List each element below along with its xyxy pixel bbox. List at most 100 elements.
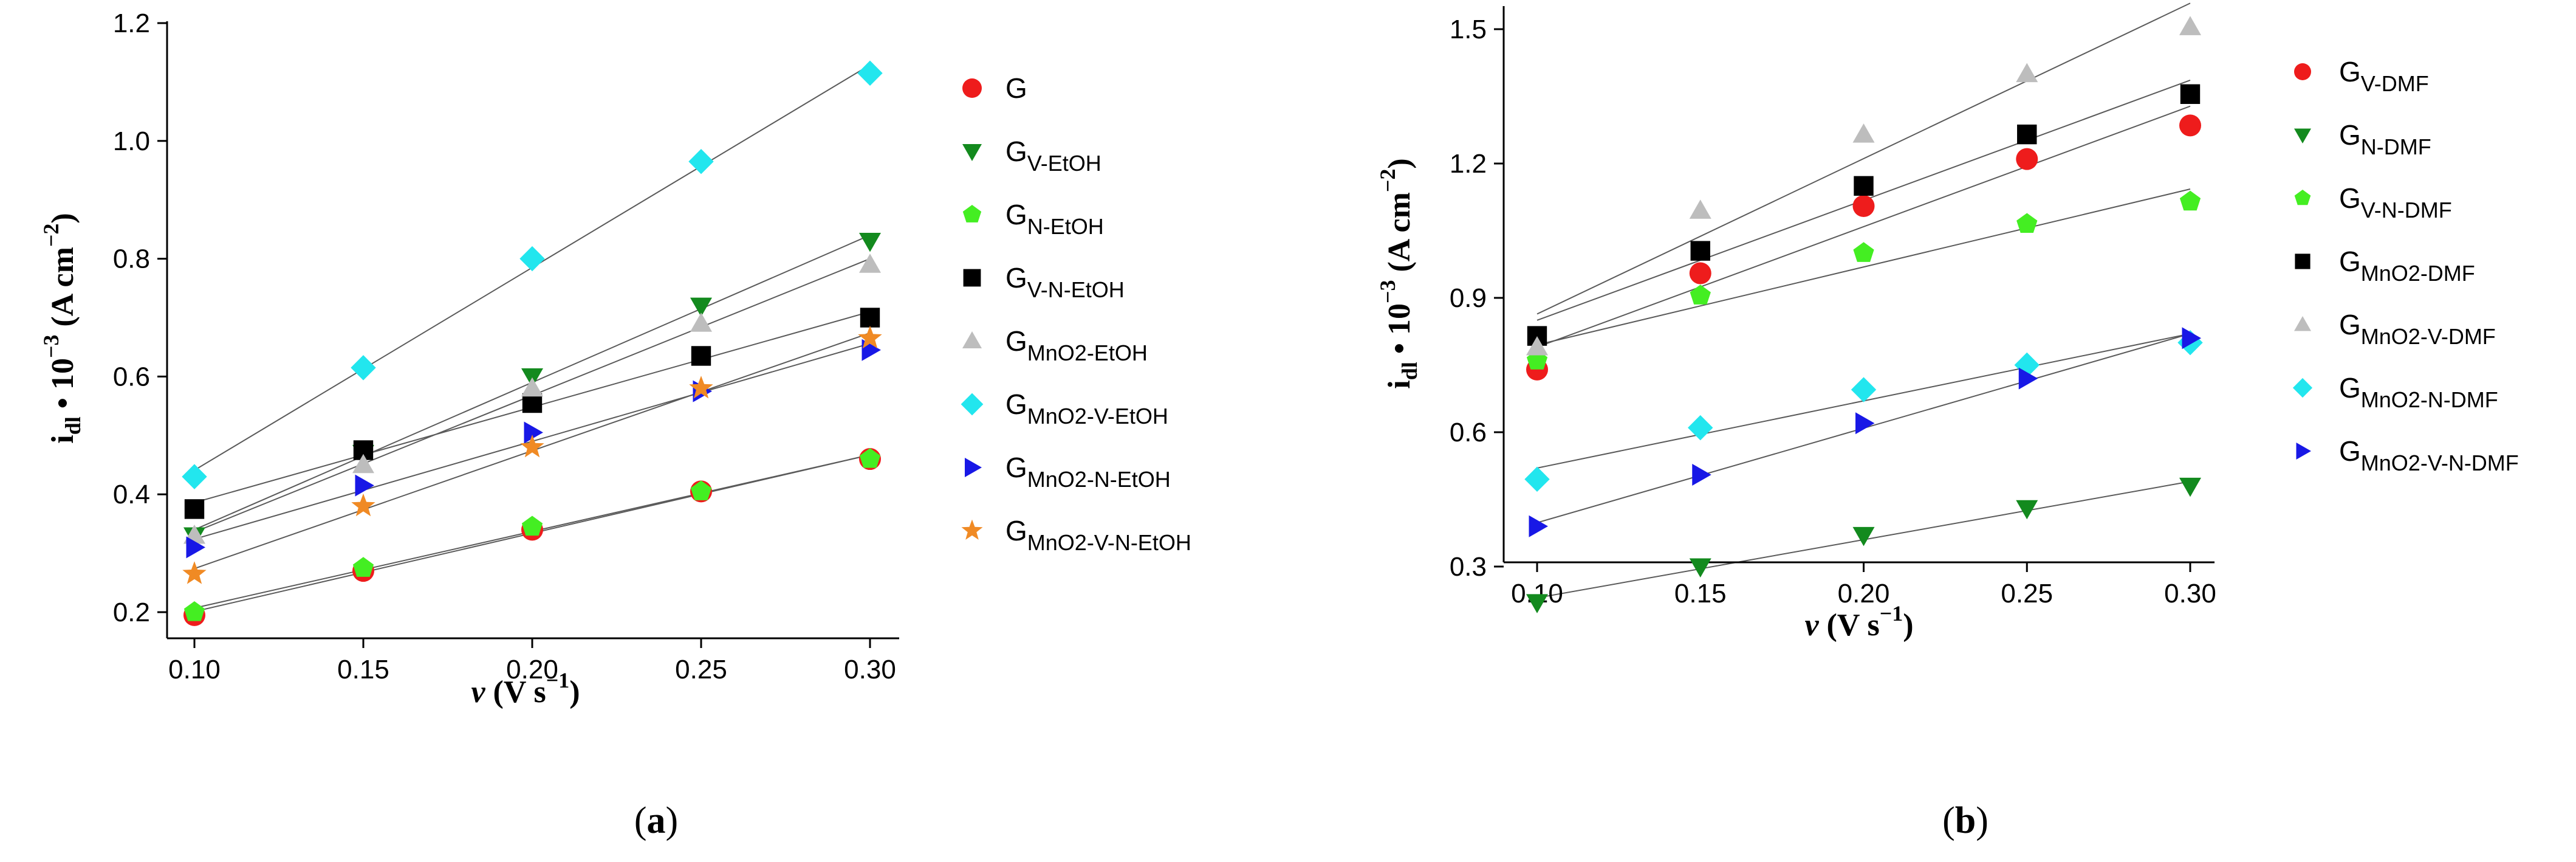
panel-b-point [1690, 241, 1710, 261]
panel-a-x-tick-label: 0.20 [506, 655, 558, 684]
panel-a-legend-marker [961, 519, 983, 540]
panel-a-point [688, 149, 714, 174]
panel-b-point [2182, 327, 2201, 350]
panel-a-legend-label: GMnO2-N-EtOH [1005, 452, 1171, 492]
panel-b-point [1688, 415, 1713, 441]
panel-a-point [859, 448, 881, 468]
panel-a-legend-label: G [1005, 72, 1027, 104]
panel-b-point [2016, 148, 2038, 170]
panel-b-point [2017, 124, 2037, 145]
panel-b-legend-marker [2295, 253, 2311, 269]
panel-a-point [355, 474, 374, 497]
panel-b-x-tick-label: 0.30 [2164, 579, 2216, 609]
panel-a-legend-marker [962, 144, 982, 161]
panel-b-point [2016, 213, 2038, 233]
panel-a-y-tick-label: 0.2 [113, 598, 150, 627]
panel-a-legend-label: GN-EtOH [1005, 199, 1104, 239]
panel-b-point [1524, 466, 1550, 492]
panel-b-point [2014, 352, 2040, 378]
panel-a-point [352, 557, 374, 577]
panel-a-y-tick-label: 0.8 [113, 244, 150, 274]
panel-a-point [860, 308, 880, 328]
panel-b-legend-label: GMnO2-DMF [2339, 246, 2475, 286]
panel-b-legend-marker [2294, 63, 2311, 80]
panel-b-legend-label: GV-DMF [2339, 56, 2429, 96]
panel-b-point [1690, 284, 1711, 305]
panel-a-point [690, 480, 712, 500]
panel-a-point [351, 355, 376, 381]
panel-b-ticks: 0.10 0.15 0.20 0.25 0.300.30.60.91.21.5 [1450, 15, 2216, 609]
panel-b-point [1526, 594, 1548, 613]
panel-b-legend-label: GMnO2-V-DMF [2339, 309, 2496, 349]
panel-a-y-tick-label: 1.2 [113, 9, 150, 38]
panel-a-point [184, 499, 205, 519]
panel-a-point [859, 253, 881, 273]
panel-a-legend-label: GMnO2-V-N-EtOH [1005, 515, 1191, 555]
panel-b-point [1852, 123, 1875, 143]
panel-a-label: (a) [634, 800, 678, 841]
panel-b-x-tick-label: 0.15 [1674, 579, 1727, 609]
panel-a-legend-label: GMnO2-V-EtOH [1005, 388, 1168, 429]
panel-b-y-axis-title: idl • 10−3 (A cm−2) [1375, 158, 1422, 388]
panel-b-point [1526, 336, 1548, 356]
panel-a-legend-marker [965, 458, 982, 477]
panel-b-fit-line-MnO2-V-DMF [1536, 2, 2191, 315]
panel-b-y-tick-label: 0.6 [1450, 418, 1487, 447]
panel-b-y-tick-label: 0.9 [1450, 283, 1487, 313]
panel-b-fit-line-V-N-DMF [1536, 188, 2191, 346]
panel-b-point [2180, 84, 2201, 105]
panel-a-x-tick-label: 0.10 [168, 655, 221, 684]
panel-a-point [519, 246, 545, 272]
panel-a-point [520, 435, 544, 458]
panel-b-x-axis-title: v (V s−1) [1804, 601, 1913, 643]
panel-b-point [1853, 242, 1874, 262]
panel-b-point [2016, 500, 2038, 520]
panel-a-point [859, 233, 881, 252]
panel-a-point [521, 515, 543, 536]
panel-a-x-tick-label: 0.15 [337, 655, 389, 684]
panel-b-y-tick-label: 1.5 [1450, 15, 1487, 44]
panel-b-legend-marker [2294, 316, 2311, 331]
panel-b-legend-label: GV-N-DMF [2339, 182, 2452, 222]
panel-b-legend-label: GMnO2-N-DMF [2339, 372, 2498, 412]
panel-a-y-tick-label: 0.4 [113, 480, 150, 509]
panel-b-point [1855, 412, 1875, 435]
panel-b-point [2018, 367, 2038, 390]
panel-b-point [2179, 114, 2201, 137]
panel-a-y-tick-label: 0.6 [113, 362, 150, 391]
panel-a-point [690, 297, 712, 317]
panel-a-points [182, 60, 883, 626]
panel-a-legend-label: GV-N-EtOH [1005, 262, 1125, 302]
panel-a-legend-marker [961, 393, 984, 416]
panel-b-point [1692, 463, 1711, 486]
panel-b-legend-marker [2294, 128, 2311, 143]
panel-b-fit-line-V-DMF [1536, 105, 2191, 348]
panel-b-x-tick-label: 0.25 [2001, 579, 2053, 609]
panel-a-legend: G GV-EtOH GN-EtOH GV-N-EtOH GMnO2-EtOH GMnO2-… [961, 72, 1191, 555]
panel-a-ticks: 0.10 0.15 0.20 0.25 0.30 0.2 0.4 0.6 0.8 1.0 1.2 [113, 9, 896, 684]
panel-b-y-tick-label: 0.3 [1450, 552, 1487, 582]
panel-b-x-tick-label: 0.20 [1838, 579, 1890, 609]
panel-b-y-tick-label: 1.2 [1450, 149, 1487, 179]
panel-a-point [858, 325, 882, 349]
panel-a-point [524, 421, 543, 444]
panel-a-point [351, 493, 375, 517]
panel-a-legend-marker [962, 205, 982, 222]
panel-a-x-tick-label: 0.30 [844, 655, 896, 684]
panel-b-legend-label: GN-DMF [2339, 119, 2431, 159]
panel-b-fit-lines [1536, 2, 2191, 599]
panel-a-point [182, 464, 207, 489]
panel-b-point [1851, 377, 1877, 402]
panel-b-point [2179, 16, 2201, 35]
panel-b-point [1852, 526, 1875, 547]
panel-a-x-tick-label: 0.25 [675, 655, 727, 684]
panel-a-y-axis-title: idl • 10−3 (A cm−2) [39, 213, 85, 443]
panel-a-legend-marker [962, 331, 982, 348]
panel-b-point [1689, 558, 1711, 578]
panel-b-points [1524, 16, 2203, 613]
panel-b-point [2179, 477, 2201, 497]
panel-a-legend-marker [963, 269, 981, 287]
panel-b-label: (b) [1942, 800, 1989, 841]
panel-a: 0.10 0.15 0.20 0.25 0.30 0.2 0.4 0.6 0.8 1.0 1.2 i… [39, 9, 1191, 841]
panel-b-point [1689, 262, 1711, 284]
